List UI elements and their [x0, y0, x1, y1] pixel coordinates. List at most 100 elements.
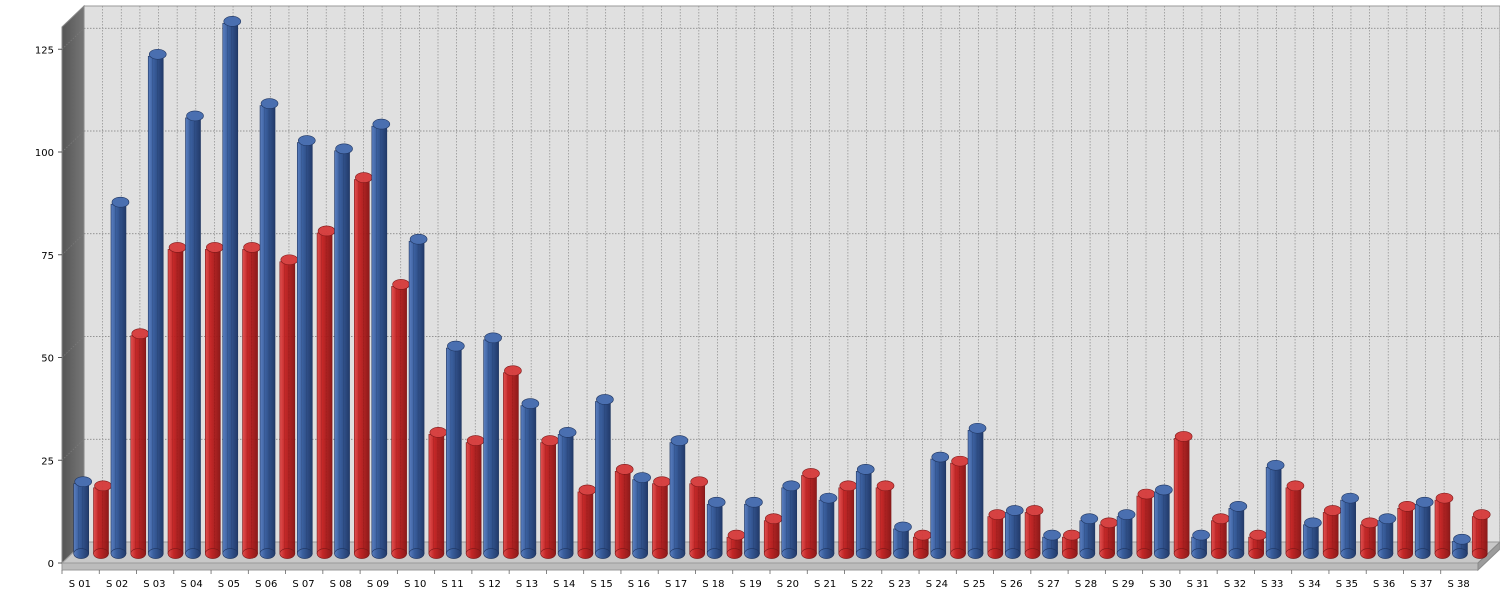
bar-body — [577, 491, 594, 554]
bar-red-s11 — [465, 435, 485, 559]
bar-body — [967, 429, 984, 554]
bar-cap — [1043, 529, 1061, 541]
bar-blue-s15 — [595, 394, 614, 559]
bar-cap — [782, 480, 801, 492]
bar-blue-s07 — [296, 135, 316, 559]
x-axis: S 01 S 02 S 03 S 04 S 05 S 06 S 07 S 08 S 09 S 10… — [61, 570, 1470, 590]
bar-cap — [429, 427, 448, 438]
bar-body — [632, 479, 648, 554]
bar-blue-s32 — [1228, 501, 1248, 559]
bar-base — [1173, 548, 1190, 559]
bar-cap — [988, 509, 1007, 520]
bar-base — [371, 548, 388, 559]
bar-base — [185, 548, 201, 559]
bar-red-s35 — [1360, 517, 1379, 559]
bar-body — [818, 499, 835, 554]
bar-body — [689, 483, 706, 554]
bar-cap — [1174, 431, 1193, 442]
bar-cap — [1304, 517, 1322, 529]
x-tick-label: S 26 — [1000, 579, 1022, 590]
bar-base — [1191, 548, 1207, 559]
bar-red-s08 — [354, 172, 373, 559]
bar-body — [483, 339, 499, 554]
y-tick-label: 50 — [41, 354, 54, 365]
bar-cap — [1415, 496, 1434, 508]
bar-blue-s20 — [781, 480, 801, 559]
bar-cap — [802, 468, 820, 479]
x-tick-label: S 01 — [69, 579, 91, 590]
bar-cap — [690, 476, 709, 487]
bar-blue-s23 — [893, 521, 912, 559]
plot-frame — [60, 4, 1500, 572]
bar-base — [1414, 548, 1431, 559]
bar-cap — [1249, 529, 1267, 541]
x-tick-label: S 10 — [404, 579, 426, 590]
x-tick-label: S 24 — [926, 579, 948, 590]
floor-side-edge — [1477, 541, 1500, 572]
x-tick-label: S 21 — [814, 579, 836, 590]
bar-cap — [1155, 484, 1173, 496]
x-tick-label: S 38 — [1447, 579, 1469, 590]
bar-cap — [409, 233, 428, 245]
bar-blue-s13 — [520, 398, 540, 559]
bar-cap — [74, 476, 93, 487]
bar-base — [540, 548, 556, 559]
bar-body — [147, 55, 164, 554]
bar-body — [1116, 516, 1133, 554]
bar-base — [1004, 548, 1021, 559]
bar-cap — [894, 521, 912, 533]
x-tick-label: S 14 — [553, 579, 575, 590]
bar-blue-s29 — [1116, 509, 1136, 559]
x-tick-label: S 33 — [1261, 579, 1283, 590]
bar-blue-s21 — [818, 492, 838, 559]
bar-red-s25 — [987, 509, 1007, 559]
bar-base — [838, 548, 855, 559]
bar-body — [93, 487, 109, 554]
bar-body — [652, 483, 668, 554]
bar-body — [1136, 495, 1153, 554]
bar-base — [875, 548, 892, 559]
bar-base — [465, 548, 482, 559]
bar-base — [855, 548, 872, 559]
bar-base — [1322, 548, 1339, 559]
bar-body — [557, 434, 574, 554]
bar-body — [614, 471, 631, 554]
bar-cap — [1212, 513, 1230, 524]
bar-body — [1471, 516, 1488, 554]
bar-cap — [764, 513, 783, 524]
bar-base — [222, 548, 239, 559]
bar-base — [1116, 548, 1133, 559]
y-tick-label: 0 — [48, 559, 54, 570]
bar-body — [371, 125, 388, 554]
bar-blue-s36 — [1377, 513, 1397, 559]
bar-cap — [335, 143, 353, 155]
bar-body — [1322, 512, 1339, 554]
bar-base — [279, 548, 296, 559]
bar-cap — [931, 451, 950, 463]
bar-cap — [1286, 480, 1305, 492]
bar-red-s05 — [242, 242, 261, 559]
bar-red-s12 — [503, 365, 522, 559]
x-tick-label: S 18 — [702, 579, 724, 590]
bar-base — [334, 548, 350, 559]
bar-body — [222, 23, 239, 554]
bar-body — [1285, 487, 1302, 554]
bar-body — [316, 232, 333, 554]
bar-cap — [1229, 501, 1248, 512]
bar-cap — [1341, 492, 1359, 504]
bar-body — [1414, 503, 1431, 554]
bar-cap — [260, 98, 279, 109]
bar-body — [1228, 508, 1245, 554]
bar-base — [1452, 548, 1468, 559]
floor-edge — [61, 562, 1479, 571]
bar-blue-s33 — [1265, 459, 1285, 559]
bar-red-s07 — [316, 225, 336, 559]
bar-body — [781, 487, 798, 554]
bar-red-s17 — [689, 476, 709, 559]
bar-base — [818, 548, 835, 559]
bar-base — [130, 548, 147, 559]
bar-cap — [839, 480, 858, 492]
y-axis: 0 25 50 75 100 125 — [35, 45, 62, 570]
bar-body — [1024, 512, 1041, 554]
bar-red-s16 — [652, 476, 671, 559]
